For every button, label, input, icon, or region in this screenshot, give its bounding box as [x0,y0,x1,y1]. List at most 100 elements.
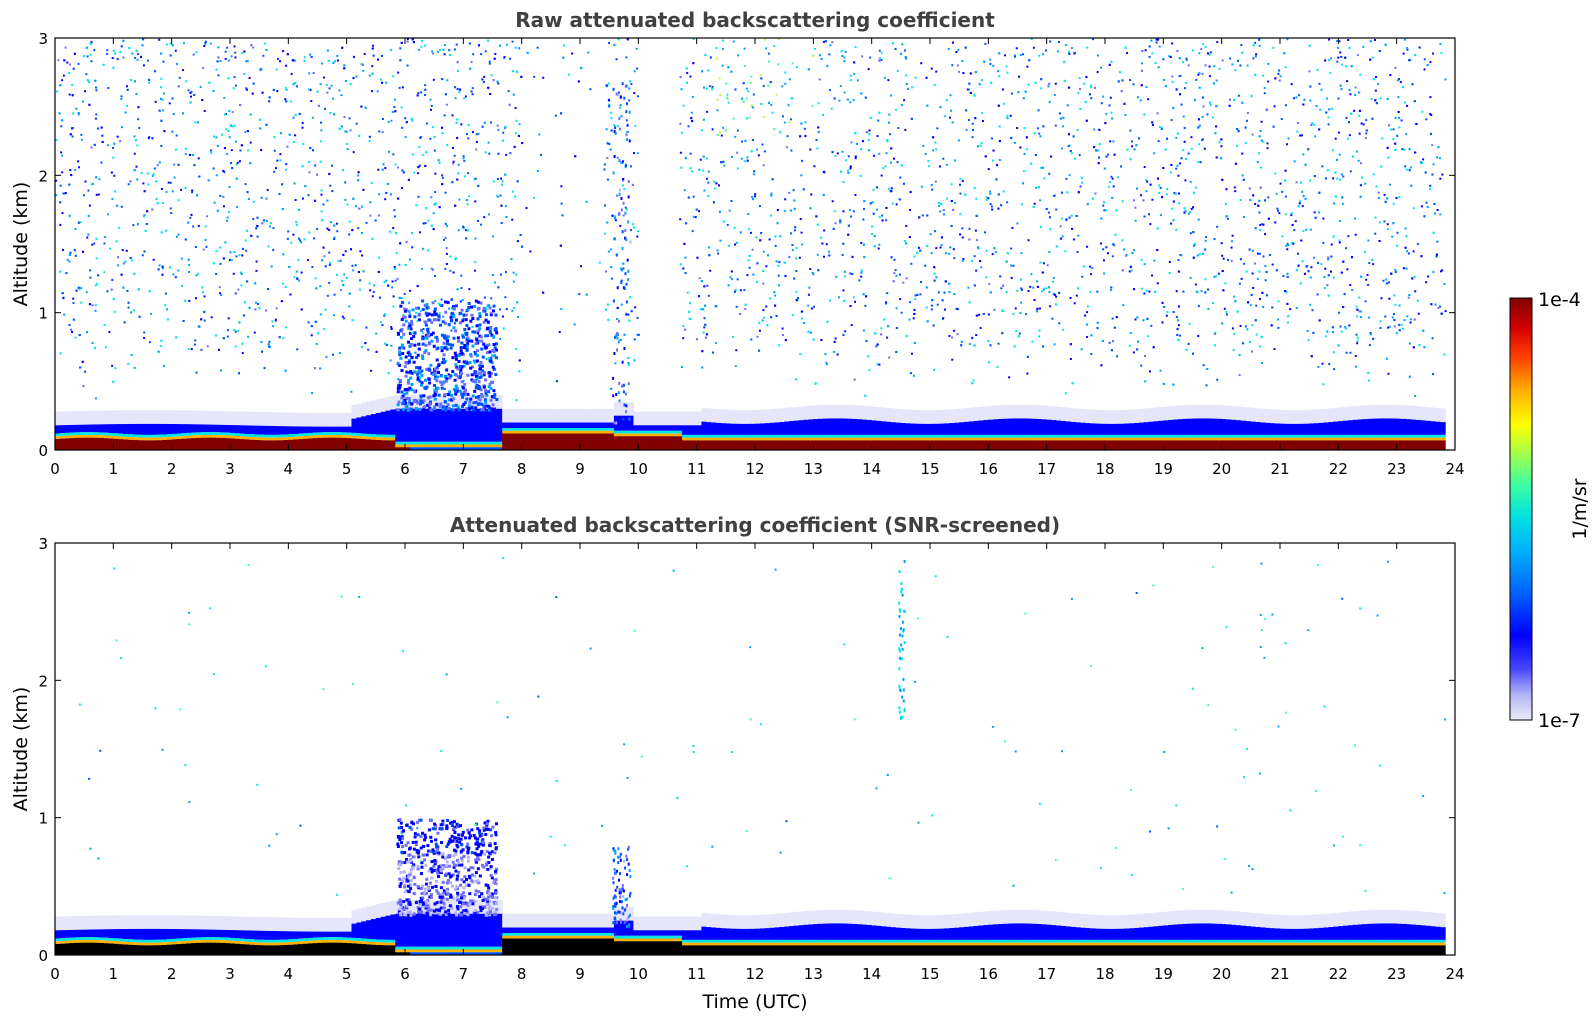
heatmap-cell [993,437,999,441]
heatmap-cell [417,195,420,198]
heatmap-cell [55,425,61,434]
heatmap-cell [351,418,357,433]
heatmap-cell [317,435,323,438]
heatmap-cell [531,430,537,434]
heatmap-cell [1191,49,1194,52]
heatmap-cell [283,437,289,441]
heatmap-cell [818,437,824,441]
heatmap-cell [500,221,503,224]
heatmap-cell [380,78,383,81]
heatmap-cell [370,436,377,440]
heatmap-cell [1422,158,1425,161]
heatmap-cell [816,147,819,150]
heatmap-cell [1037,109,1040,112]
heatmap-cell [1286,243,1289,246]
heatmap-cell [750,75,753,78]
heatmap-cell [1197,404,1203,419]
heatmap-cell [502,408,508,423]
heatmap-cell [1279,434,1286,438]
heatmap-cell [1119,434,1125,438]
heatmap-cell [471,344,475,348]
heatmap-cell [1159,369,1162,372]
heatmap-cell [516,422,523,429]
heatmap-cell [1441,173,1444,176]
heatmap-cell [319,285,322,288]
heatmap-cell [1323,434,1330,438]
heatmap-cell [740,440,746,450]
heatmap-cell [594,428,600,431]
heatmap-cell [161,410,168,424]
heatmap-cell [1041,419,1048,435]
heatmap-cell [1258,211,1261,214]
heatmap-cell [193,343,196,346]
heatmap-cell [913,255,916,258]
heatmap-cell [200,432,207,435]
heatmap-cell [161,439,168,450]
heatmap-cell [745,423,751,435]
heatmap-cell [711,408,717,423]
heatmap-cell [480,339,484,343]
heatmap-cell [1318,82,1321,85]
heatmap-cell [1430,440,1436,450]
heatmap-cell [492,342,496,346]
heatmap-cell [445,247,448,250]
heatmap-cell [490,297,493,300]
heatmap-cell [987,361,990,364]
heatmap-cell [1060,147,1063,150]
heatmap-cell [244,433,251,437]
heatmap-cell [279,153,282,156]
heatmap-cell [589,88,592,91]
heatmap-cell [396,390,400,394]
heatmap-cell [184,147,187,150]
heatmap-cell [403,388,407,392]
heatmap-cell [793,440,800,450]
heatmap-cell [1285,291,1288,294]
heatmap-cell [460,274,463,277]
heatmap-cell [415,311,418,314]
heatmap-cell [1045,287,1048,290]
heatmap-cell [876,407,882,421]
heatmap-cell [480,402,484,406]
heatmap-cell [479,360,483,364]
heatmap-cell [135,165,138,168]
heatmap-cell [419,399,423,403]
heatmap-cell [489,313,493,317]
heatmap-cell [1179,74,1182,77]
heatmap-cell [973,344,976,347]
heatmap-cell [1265,108,1268,111]
heatmap-cell [965,128,968,131]
heatmap-cell [954,434,960,438]
heatmap-cell [504,271,507,274]
heatmap-cell [1359,310,1362,313]
heatmap-cell [433,397,437,401]
heatmap-cell [158,38,161,41]
heatmap-cell [307,412,314,427]
heatmap-cell [1430,437,1436,441]
heatmap-cell [1439,213,1442,216]
heatmap-cell [126,289,129,292]
heatmap-cell [762,164,765,167]
heatmap-cell [774,408,780,423]
heatmap-cell [323,255,326,258]
heatmap-cell [604,422,610,429]
heatmap-cell [889,133,892,136]
heatmap-cell [307,321,310,324]
heatmap-cell [283,412,289,427]
heatmap-cell [462,386,466,390]
heatmap-cell [165,190,168,193]
heatmap-cell [398,383,402,387]
heatmap-cell [464,175,467,178]
heatmap-cell [459,321,463,325]
heatmap-cell [1294,434,1300,438]
heatmap-cell [106,290,109,293]
heatmap-cell [72,112,75,115]
heatmap-cell [1352,419,1359,435]
heatmap-cell [876,363,879,366]
heatmap-cell [220,411,226,425]
heatmap-cell [743,47,746,50]
heatmap-cell [720,134,723,137]
heatmap-cell [401,86,404,89]
heatmap-cell [627,195,630,199]
heatmap-cell [436,346,440,350]
heatmap-cell [652,436,659,450]
